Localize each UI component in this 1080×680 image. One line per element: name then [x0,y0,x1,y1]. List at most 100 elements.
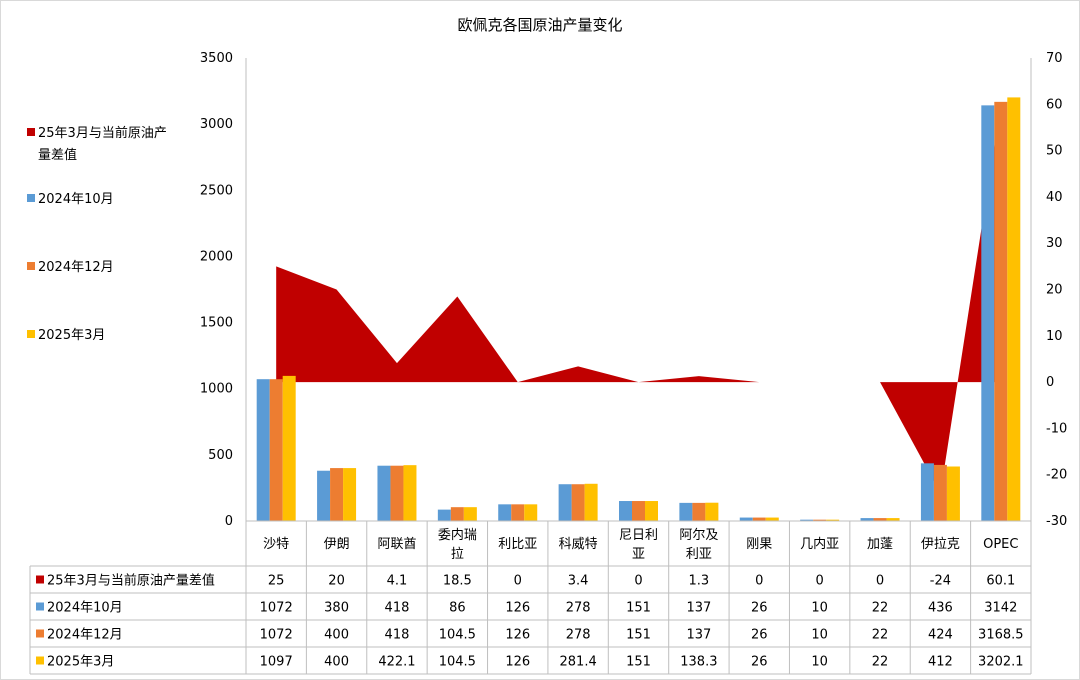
primary-tick-label-1: 500 [208,448,233,463]
secondary-tick-label-8: 50 [1046,144,1063,159]
table-cell-r2-c13: 3142 [984,601,1017,616]
secondary-tick-label-2: -10 [1046,421,1067,436]
table-cell-r2-c5: 126 [505,601,530,616]
table-cell-r2-c10: 10 [811,601,828,616]
table-cell-r4-c4: 104.5 [439,655,476,670]
table-cell-r4-c10: 10 [811,655,828,670]
table-cell-r1-c3: 4.1 [387,574,408,589]
table-row-name-1: 25年3月与当前原油产量差值 [47,573,215,589]
bar-s1-c3 [377,465,391,521]
area-diff-series [276,103,1001,494]
table-cell-r2-c2: 380 [324,601,349,616]
secondary-tick-label-1: -20 [1046,468,1067,483]
table-cell-r4-c5: 126 [505,655,530,670]
bar-s3-c8 [705,502,719,521]
table-cell-r1-c2: 20 [328,574,345,589]
bar-s2-c12 [933,464,947,521]
bar-s2-c11 [873,518,887,521]
primary-tick-label-2: 1000 [200,382,233,397]
legend-label-1-line-2: 量差值 [38,147,77,163]
bar-s1-c13 [981,105,995,522]
table-cell-r3-c9: 26 [751,628,768,643]
area-layer [276,103,1001,494]
table-cell-r1-c4: 18.5 [443,574,472,589]
bar-s2-c2 [330,468,344,521]
primary-tick-label-3: 1500 [200,316,233,331]
bar-s1-c1 [256,379,270,521]
table-cell-r1-c5: 0 [514,574,522,589]
table-cell-r4-c1: 1097 [260,655,293,670]
table-cell-r3-c1: 1072 [260,628,293,643]
category-label-9-line-1: 刚果 [746,537,772,552]
category-label-7-line-2: 亚 [632,547,645,562]
table-cell-r1-c1: 25 [268,574,285,589]
category-label-8-line-2: 利亚 [686,547,712,562]
table-cell-r2-c6: 278 [566,601,591,616]
axes-layer: 0 500 1000 1500 2000 2500 3000 3500 -30 -20 -10 0 10… [200,51,1067,529]
table-cell-r3-c7: 151 [626,628,651,643]
primary-tick-label-0: 0 [225,514,233,529]
table-cell-r1-c12: -24 [930,574,951,589]
table-row-name-2: 2024年10月 [47,601,123,616]
bar-s2-c7 [632,501,645,521]
bar-s1-c10 [800,519,814,521]
category-label-1-line-1: 沙特 [263,537,289,552]
table-cell-r4-c8: 138.3 [680,655,717,670]
category-label-7-line-1: 尼日利 [619,528,658,543]
table-cell-r3-c11: 22 [872,628,889,643]
bar-s1-c7 [619,501,632,521]
primary-tick-label-7: 3500 [200,51,233,66]
bar-s2-c9 [752,517,766,521]
table-cell-r1-c7: 0 [634,574,642,589]
bar-s1-c11 [860,518,874,521]
table-cell-r2-c7: 151 [626,601,651,616]
table-cell-r1-c6: 3.4 [568,574,589,589]
bar-s3-c11 [886,518,900,521]
table-cell-r3-c4: 104.5 [439,628,476,643]
legend-label-1-line-1: 25年3月与当前原油产 [38,125,167,141]
table-row-key-1 [36,575,44,584]
bar-s2-c8 [692,502,706,521]
bar-s3-c10 [826,519,840,521]
table-cell-r2-c8: 137 [686,601,711,616]
table-cell-r4-c7: 151 [626,655,651,670]
table-cell-r2-c1: 1072 [260,601,293,616]
category-label-8-line-1: 阿尔及 [679,528,718,543]
bar-s1-c2 [317,470,331,521]
secondary-tick-label-0: -30 [1046,514,1067,529]
secondary-tick-label-3: 0 [1046,375,1054,390]
table-cell-r3-c8: 137 [686,628,711,643]
table-cell-r4-c2: 400 [324,655,349,670]
legend-key-2 [27,194,35,202]
bar-s1-c12 [920,463,934,521]
table-cell-r3-c12: 424 [928,628,953,643]
bar-s3-c1 [282,375,296,521]
bar-s1-c9 [739,517,753,521]
table-cell-r3-c10: 10 [811,628,828,643]
table-cell-r2-c9: 26 [751,601,768,616]
table-cell-r2-c4: 86 [449,601,466,616]
bar-s1-c5 [498,504,512,521]
table-cell-r4-c9: 26 [751,655,768,670]
secondary-tick-label-9: 60 [1046,97,1063,112]
bar-s3-c7 [645,501,658,521]
category-label-3-line-1: 阿联酋 [377,536,416,552]
legend-key-1 [27,128,35,136]
chart-title: 欧佩克各国原油产量变化 [457,16,622,34]
legend: 25年3月与当前原油产量差值 2024年10月 2024年12月 2025年3月 [27,125,167,343]
table-row-key-4 [36,656,44,665]
bar-s2-c1 [269,379,283,521]
legend-key-4 [27,330,35,338]
category-label-11-line-1: 加蓬 [867,537,893,552]
table-cell-r3-c3: 418 [385,628,410,643]
category-label-13-line-1: OPEC [983,537,1018,552]
primary-tick-label-6: 3000 [200,117,233,132]
bar-s2-c13 [994,101,1008,521]
table-cell-r3-c13: 3168.5 [978,628,1024,643]
table-cell-r3-c5: 126 [505,628,530,643]
bar-s1-c8 [679,502,693,521]
table-row-name-4: 2025年3月 [47,655,114,670]
table-row-key-3 [36,629,44,638]
bar-s3-c2 [343,468,357,521]
